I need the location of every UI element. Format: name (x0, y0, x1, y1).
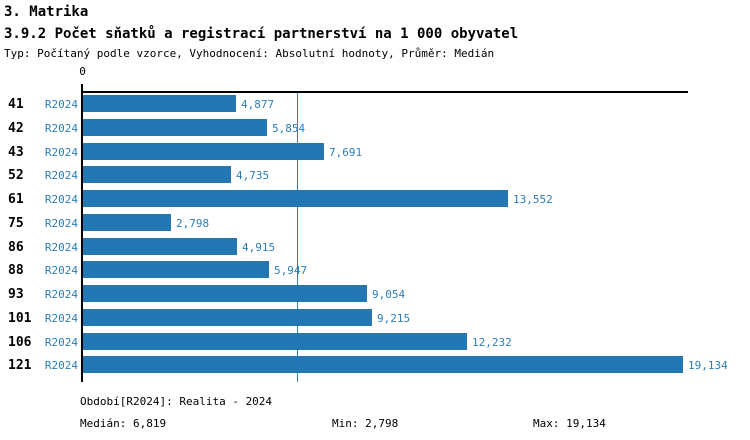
series-label: R2024 (44, 216, 78, 230)
chart-meta-line: Typ: Počítaný podle vzorce, Vyhodnocení:… (4, 47, 495, 60)
value-label: 7,691 (329, 145, 363, 159)
bar-row: 86 R2024 4,915 (0, 237, 750, 256)
category-label: 86 (8, 239, 24, 255)
value-label: 5,947 (274, 264, 308, 278)
bar (83, 166, 231, 184)
bar (83, 95, 236, 112)
footer-min: Min: 2,798 (332, 417, 399, 430)
bar (83, 261, 269, 279)
bar-row: 61 R2024 13,552 (0, 190, 750, 208)
bar (83, 213, 171, 231)
bar (83, 285, 367, 302)
bar-row: 52 R2024 4,735 (0, 166, 750, 184)
bar-row: 41 R2024 4,877 (0, 95, 750, 113)
section-title: 3. Matrika (4, 4, 89, 20)
category-label: 75 (8, 215, 24, 231)
x-axis-zero-tick-label: 0 (79, 65, 86, 78)
bar (83, 332, 467, 350)
series-label: R2024 (44, 169, 78, 183)
y-axis-line (81, 91, 83, 382)
category-label: 106 (8, 334, 32, 350)
category-label: 41 (8, 97, 24, 112)
plot-top-border (82, 91, 688, 93)
value-label: 19,134 (688, 359, 728, 373)
series-label: R2024 (44, 335, 78, 349)
bar-row: 101 R2024 9,215 (0, 308, 750, 327)
median-reference-line (297, 93, 298, 382)
value-label: 9,054 (372, 288, 406, 301)
series-label: R2024 (44, 240, 78, 254)
series-label: R2024 (44, 264, 78, 278)
series-label: R2024 (44, 359, 78, 373)
bar-row: 121 R2024 19,134 (0, 356, 750, 374)
bar-chart: 41 R2024 4,877 42 R2024 5,854 43 R2024 7… (0, 93, 750, 382)
bar (83, 356, 683, 374)
value-label: 5,854 (272, 121, 306, 135)
category-label: 93 (8, 287, 24, 302)
bar-row: 106 R2024 12,232 (0, 332, 750, 351)
value-label: 9,215 (377, 311, 411, 325)
bar-row: 75 R2024 2,798 (0, 213, 750, 232)
series-label: R2024 (44, 145, 78, 159)
value-label: 13,552 (513, 193, 553, 206)
bar (83, 142, 324, 160)
category-label: 121 (8, 358, 32, 374)
value-label: 4,735 (236, 169, 270, 183)
bar (83, 308, 372, 326)
value-label: 12,232 (472, 335, 512, 349)
category-label: 101 (8, 310, 32, 326)
bar-row: 43 R2024 7,691 (0, 142, 750, 161)
bar-row: 42 R2024 5,854 (0, 118, 750, 137)
category-label: 42 (8, 120, 24, 136)
series-label: R2024 (44, 121, 78, 135)
page-title: 3.9.2 Počet sňatků a registrací partners… (4, 26, 519, 42)
value-label: 4,877 (241, 98, 275, 111)
series-label: R2024 (44, 193, 78, 206)
category-label: 52 (8, 168, 24, 184)
footer-median: Medián: 6,819 (80, 417, 167, 430)
value-label: 4,915 (242, 240, 276, 254)
series-label: R2024 (44, 288, 78, 301)
bar (83, 118, 267, 136)
category-label: 43 (8, 144, 24, 160)
footer-period: Období[R2024]: Realita - 2024 (80, 395, 273, 408)
bar-row: 93 R2024 9,054 (0, 285, 750, 303)
series-label: R2024 (44, 311, 78, 325)
series-label: R2024 (44, 98, 78, 111)
footer-max: Max: 19,134 (533, 417, 606, 430)
bar (83, 190, 508, 207)
value-label: 2,798 (176, 216, 210, 230)
category-label: 88 (8, 263, 24, 279)
bar-row: 88 R2024 5,947 (0, 261, 750, 279)
bar (83, 237, 237, 255)
x-axis-zero-tick (81, 84, 83, 93)
category-label: 61 (8, 192, 24, 207)
